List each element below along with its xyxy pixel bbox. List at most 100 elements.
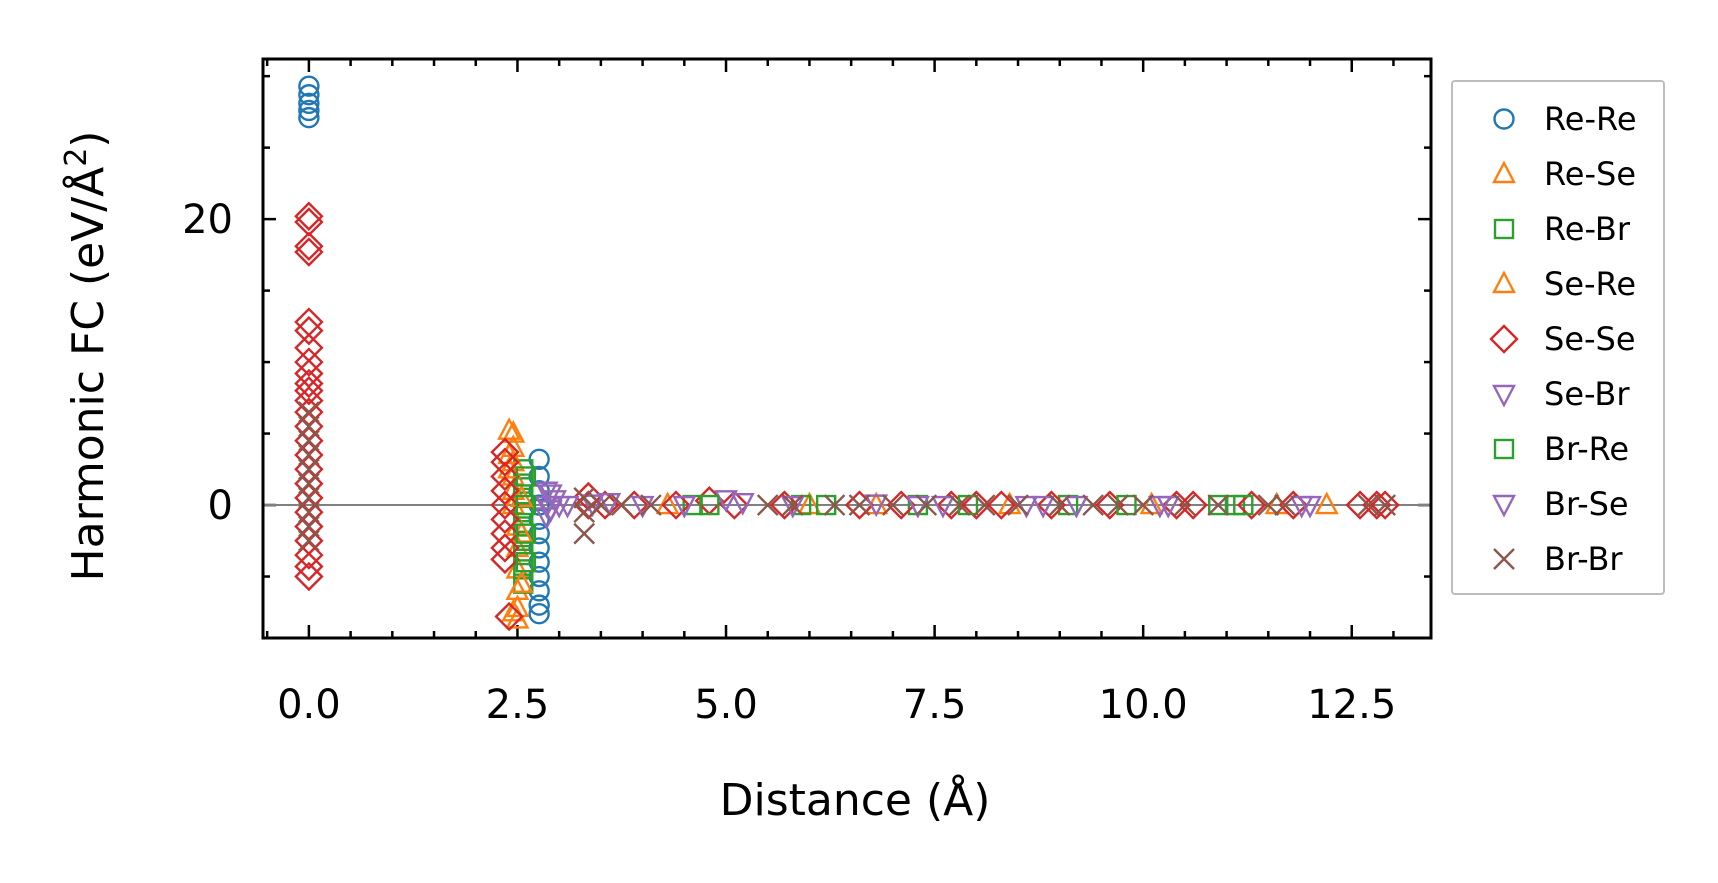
data-point-br-br-stroke-b — [781, 494, 804, 516]
data-points — [294, 75, 1400, 632]
data-point-se-se — [490, 504, 520, 535]
x-tick-label: 10.0 — [1099, 682, 1188, 728]
data-point-br-br-stroke-b — [915, 494, 938, 516]
data-point-se-se — [494, 601, 524, 632]
data-point-br-br-stroke-b — [640, 494, 662, 516]
data-point-re-re — [528, 508, 550, 531]
data-point-br-re — [515, 466, 536, 487]
legend-marker-se-br — [1492, 384, 1516, 408]
data-point-br-se — [538, 500, 563, 523]
legend-item-br-se: Br-Se — [1492, 485, 1629, 523]
data-point-br-br — [1207, 494, 1230, 516]
data-point-br-br — [610, 494, 633, 516]
legend-item-br-re: Br-Re — [1493, 430, 1629, 468]
data-point-se-se — [294, 201, 324, 231]
data-point-br-se — [930, 495, 955, 519]
data-point-re-se — [1314, 491, 1339, 515]
data-point-se-se — [294, 231, 324, 261]
data-point-br-re — [515, 494, 536, 516]
data-point-br-br-stroke-b — [1048, 494, 1071, 516]
data-point-br-re — [699, 494, 720, 516]
data-point-br-br — [756, 494, 779, 516]
data-point-se-re — [497, 417, 522, 440]
data-point-se-re — [497, 441, 522, 465]
data-point-re-re — [528, 602, 550, 625]
data-point-br-se — [1031, 495, 1056, 519]
data-point-br-br — [915, 494, 938, 516]
data-point-se-br — [597, 492, 622, 516]
data-point-br-br-stroke-b — [1082, 494, 1104, 516]
data-point-se-se — [1362, 490, 1392, 520]
data-point-br-br — [1007, 494, 1029, 516]
data-point-se-br — [1064, 495, 1089, 519]
data-point-br-br-stroke-b — [1207, 494, 1230, 516]
legend-marker-re-re — [1493, 108, 1515, 130]
data-point-re-re — [298, 92, 320, 115]
data-point-br-br — [882, 494, 904, 516]
data-point-re-br — [513, 501, 534, 523]
data-point-br-br — [573, 522, 596, 545]
data-point-se-se — [294, 347, 324, 377]
data-point-br-br — [973, 494, 996, 516]
x-tick-label: 2.5 — [486, 682, 550, 728]
legend-label-se-br: Se-Br — [1544, 375, 1630, 413]
data-point-se-br — [714, 490, 739, 513]
data-point-br-br — [573, 487, 596, 509]
data-point-se-se — [986, 490, 1017, 520]
data-point-br-br-stroke-b — [948, 494, 971, 516]
data-point-br-br — [1374, 494, 1396, 516]
data-point-se-se — [490, 461, 520, 492]
data-point-br-br-stroke-b — [848, 494, 871, 516]
data-point-se-se — [294, 551, 324, 582]
data-point-se-se — [661, 490, 691, 520]
x-tick-label: 5.0 — [694, 682, 758, 728]
data-point-br-re — [515, 523, 536, 544]
legend-item-re-se: Re-Se — [1492, 155, 1636, 193]
data-point-br-br — [1107, 494, 1129, 516]
legend-label-re-se: Re-Se — [1544, 155, 1636, 193]
legend-marker-re-br — [1493, 218, 1515, 240]
data-point-re-re — [528, 537, 550, 559]
legend-label-br-br: Br-Br — [1544, 540, 1623, 578]
data-point-br-br-stroke-b — [1374, 494, 1396, 516]
data-point-br-br — [1257, 494, 1280, 516]
data-point-re-se — [501, 419, 526, 443]
x-tick-label: 12.5 — [1307, 682, 1396, 728]
y-tick-label: 20 — [182, 197, 233, 243]
y-axis-label: Harmonic FC (eV/Å2) — [59, 131, 115, 582]
legend-label-se-re: Se-Re — [1544, 265, 1636, 303]
data-point-br-br — [1274, 494, 1296, 516]
data-point-re-br — [513, 516, 534, 537]
legend-marker-br-se — [1492, 494, 1516, 518]
data-point-br-br-stroke-b — [1357, 494, 1380, 516]
legend-marker-se-re — [1492, 270, 1516, 294]
plot-frame — [261, 57, 1433, 640]
data-point-se-se — [1370, 490, 1400, 520]
data-point-re-re — [298, 75, 320, 97]
legend-label-re-re: Re-Re — [1544, 100, 1637, 138]
data-point-se-se — [961, 490, 992, 520]
data-point-se-re — [509, 570, 534, 593]
x-tick-label: 7.5 — [903, 682, 967, 728]
data-point-br-br — [848, 494, 871, 516]
data-point-se-se — [490, 476, 520, 506]
data-point-br-br — [1132, 494, 1155, 516]
data-point-br-br-stroke-b — [1174, 494, 1196, 516]
legend-item-re-re: Re-Re — [1493, 100, 1637, 138]
data-point-se-se — [294, 237, 324, 267]
data-point-br-br-stroke-b — [973, 494, 996, 516]
x-tick-label: 0.0 — [277, 682, 341, 728]
data-point-se-se — [769, 490, 800, 520]
data-point-br-br — [590, 494, 612, 516]
data-point-se-re — [497, 455, 522, 479]
data-point-br-br — [1048, 494, 1071, 516]
data-point-br-br-stroke-b — [1007, 494, 1029, 516]
data-point-br-br — [1174, 494, 1196, 516]
data-point-re-re — [528, 551, 550, 573]
y-axis-label-close: ) — [63, 131, 114, 148]
data-point-br-se — [538, 484, 563, 508]
data-point-br-br — [781, 494, 804, 516]
legend-label-se-se: Se-Se — [1544, 320, 1636, 358]
data-point-br-se — [780, 495, 805, 519]
